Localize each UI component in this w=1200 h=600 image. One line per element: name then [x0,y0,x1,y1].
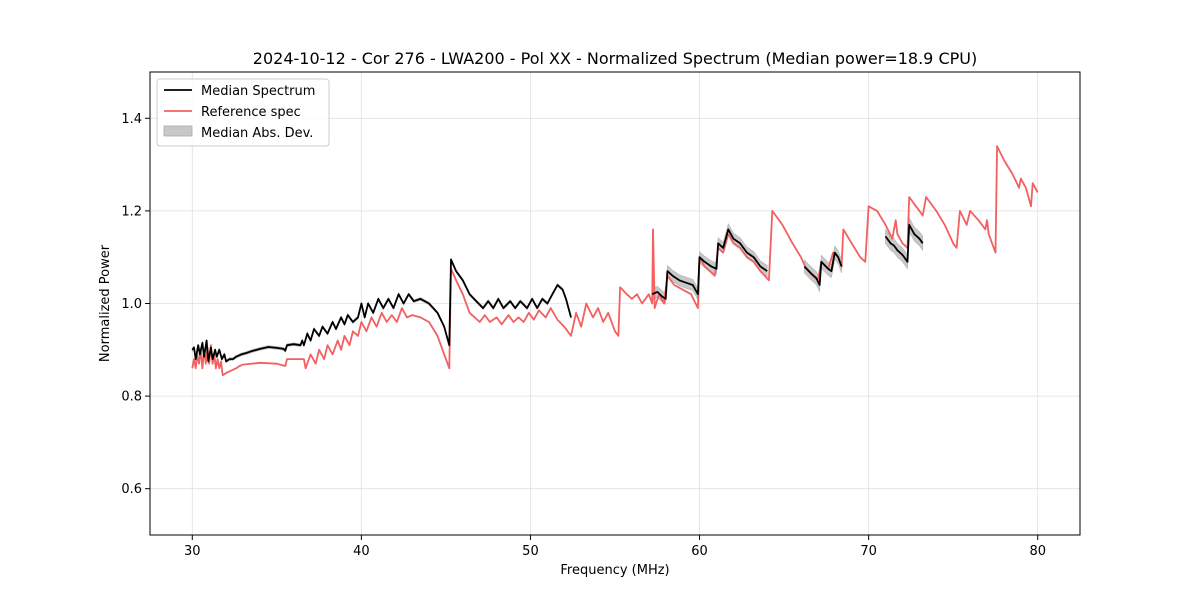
legend-mad-swatch [163,125,193,137]
reference-spec-line [191,145,1039,377]
y-tick-label: 1.0 [121,297,142,312]
y-axis-label: Normalized Power [98,244,113,362]
legend-reference-label: Reference spec [201,105,301,120]
legend: Median Spectrum Reference spec Median Ab… [156,78,330,147]
y-tick-label: 0.8 [121,390,142,405]
median-spectrum-line [884,223,924,263]
x-axis-label: Frequency (MHz) [560,563,669,578]
chart-title: 2024-10-12 - Cor 276 - LWA200 - Pol XX -… [253,49,977,68]
series-layer [191,145,1039,377]
x-tick-label: 80 [1029,544,1046,559]
y-tick-label: 1.2 [121,204,142,219]
y-tick-label: 0.6 [121,482,142,497]
x-tick-label: 70 [860,544,877,559]
axis-ticks: 30 40 50 60 70 80 0.6 0.8 1.0 1.2 1.4 [121,112,1046,559]
y-tick-label: 1.4 [121,112,142,127]
legend-median-label: Median Spectrum [201,84,315,99]
x-tick-label: 30 [184,544,201,559]
legend-box [156,78,330,147]
x-tick-label: 40 [353,544,370,559]
mad-band-segment [651,223,768,305]
x-tick-label: 50 [522,544,539,559]
mad-band-segment [885,216,924,270]
x-tick-label: 60 [691,544,708,559]
legend-mad-label: Median Abs. Dev. [201,126,313,141]
median-spectrum-line [191,258,572,363]
median-spectrum-line [651,228,768,300]
median-spectrum-line [803,251,843,286]
